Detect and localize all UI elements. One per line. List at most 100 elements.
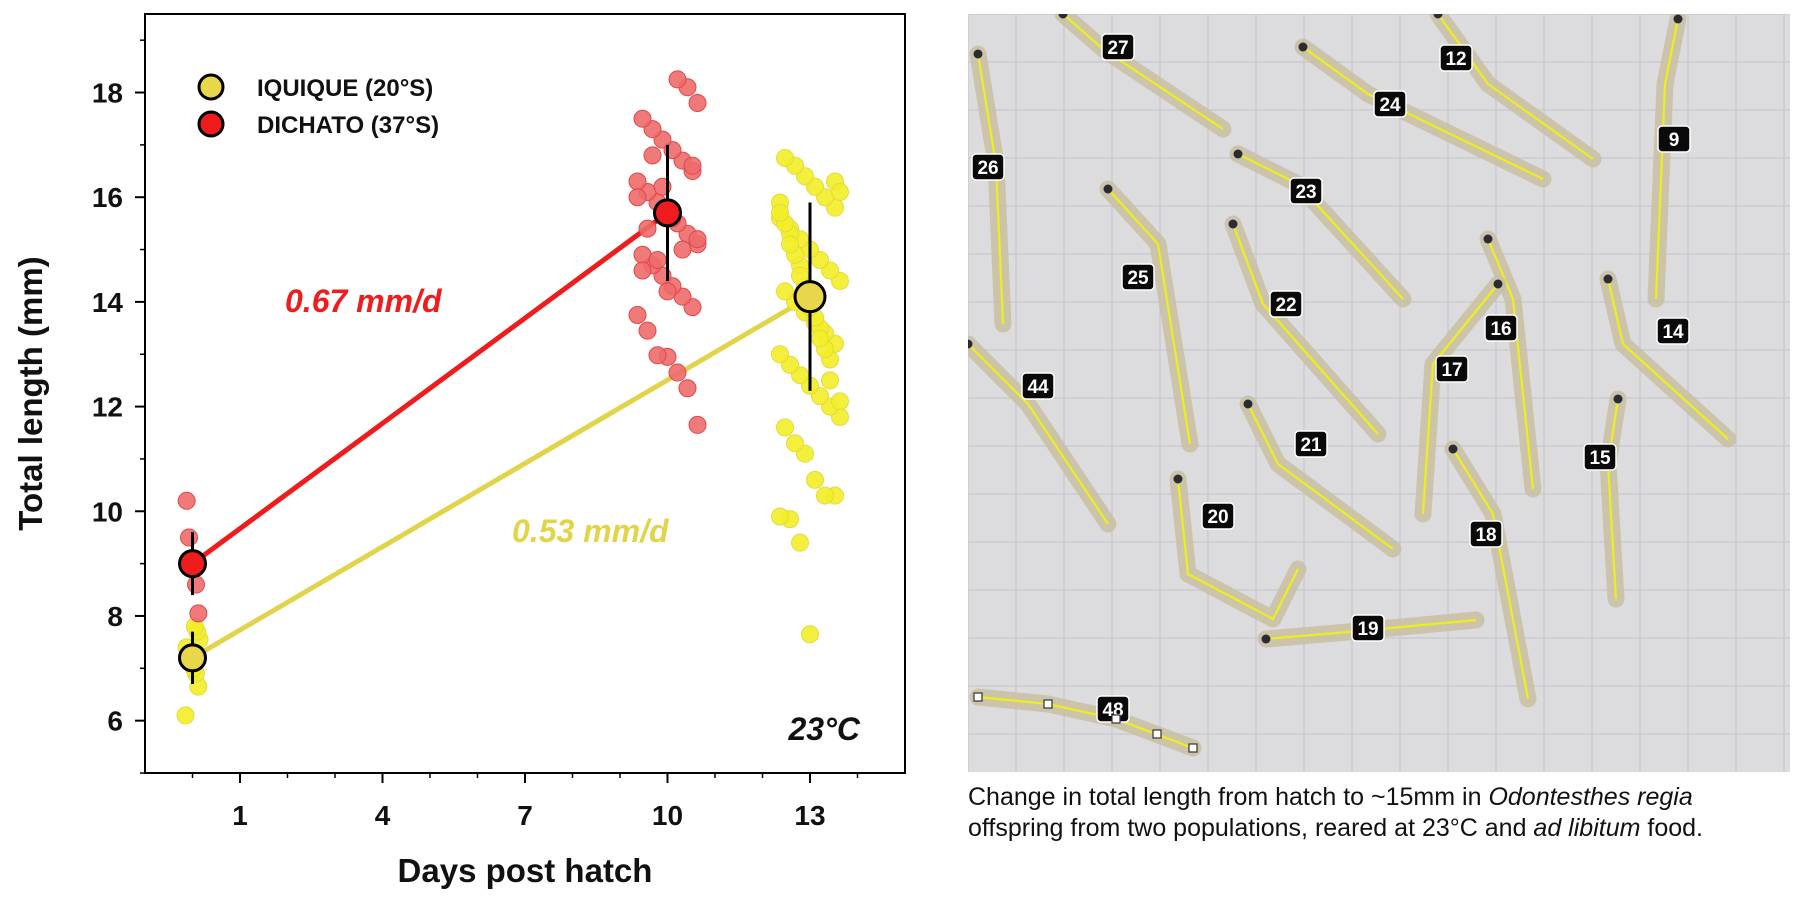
data-point [628, 172, 647, 191]
data-point [177, 491, 196, 510]
fish-label: 27 [1101, 33, 1135, 61]
measure-handle [1111, 714, 1121, 724]
data-point [688, 230, 707, 249]
trend-line-0 [191, 294, 812, 660]
measure-line [1452, 448, 1530, 700]
fish-body [968, 335, 1117, 533]
fish-label-box [1469, 520, 1503, 548]
fish-body [1169, 470, 1307, 628]
fish-body [1599, 270, 1737, 448]
fish-label: 12 [1439, 44, 1473, 72]
fish-label-box [1373, 90, 1407, 118]
measure-handle [1152, 729, 1162, 739]
fish-label: 23 [1289, 177, 1323, 205]
data-point [781, 235, 799, 254]
data-point [187, 575, 205, 594]
fish-label-box [1101, 33, 1135, 61]
data-point [189, 604, 208, 623]
measure-line [1654, 18, 1680, 300]
fish-label-box [1294, 430, 1328, 458]
data-point [683, 156, 702, 175]
rate-label-dichato: 0.67 mm/d [285, 283, 443, 319]
fish-label: 15 [1583, 443, 1617, 471]
measure-handle [973, 692, 983, 702]
data-point [658, 282, 677, 301]
fish-label-number: 26 [977, 158, 998, 179]
legend-label: DICHATO (37°S) [257, 112, 439, 139]
x-axis-title: Days post hatch [398, 852, 653, 889]
fish-label-box [1657, 125, 1691, 153]
data-point [811, 329, 829, 348]
fish-eye [1173, 474, 1183, 484]
measure-line [1265, 618, 1477, 641]
fish-label-number: 12 [1445, 49, 1466, 70]
data-point [668, 363, 687, 382]
y-axis-title: Total length (mm) [12, 256, 49, 530]
fish-label: 21 [1294, 430, 1328, 458]
fish-label: 16 [1484, 314, 1518, 342]
fish-eye [1483, 234, 1493, 244]
data-point [628, 305, 647, 324]
data-point [643, 146, 662, 165]
fish-eye [1433, 14, 1443, 19]
fish-label-number: 22 [1275, 295, 1296, 316]
data-point [771, 345, 789, 364]
caption-species: Odontesthes regia [1488, 783, 1693, 811]
fish-label-number: 18 [1475, 525, 1496, 546]
y-tick-label: 16 [92, 182, 123, 213]
data-point [638, 219, 657, 238]
data-point [776, 282, 794, 301]
data-point [771, 203, 789, 222]
figure-caption: Change in total length from hatch to ~15… [968, 782, 1790, 844]
y-tick-label: 8 [107, 601, 123, 632]
fish-label-box [1656, 317, 1690, 345]
fish-label-number: 25 [1127, 268, 1149, 289]
measure-line [1107, 188, 1192, 445]
fish-body [1229, 145, 1412, 308]
fish-label: 18 [1469, 520, 1503, 548]
fish-label-box [1269, 290, 1303, 318]
fish-label: 22 [1269, 290, 1303, 318]
fish-label-box [1583, 443, 1617, 471]
legend-marker [197, 73, 225, 101]
fish-body [1294, 38, 1552, 188]
x-tick-label: 7 [517, 800, 533, 831]
fish-eye [1673, 14, 1683, 24]
fish-body [1444, 440, 1537, 708]
fish-label: 25 [1121, 263, 1155, 291]
measure-line [1421, 283, 1499, 515]
measure-line [1606, 278, 1729, 440]
fish-body [1647, 14, 1687, 308]
fish-label: 14 [1656, 317, 1690, 345]
fish-body [969, 45, 1012, 333]
y-tick-label: 6 [107, 706, 123, 737]
x-tick-label: 4 [375, 800, 391, 831]
x-tick-label: 13 [794, 800, 825, 831]
measure-line [968, 343, 1109, 525]
fish-label: 24 [1373, 90, 1407, 118]
x-tick-label: 1 [232, 800, 248, 831]
data-point [821, 371, 839, 390]
caption-text-3: food. [1640, 814, 1703, 842]
fish-eye [1613, 394, 1623, 404]
fish-photo-panel: 27 12 24 9 26 23 25 22 16 14 17 44 21 15 20 18 19 48 [968, 14, 1790, 772]
measure-handle [1043, 699, 1053, 709]
fish-label-number: 44 [1027, 377, 1049, 398]
data-point [831, 392, 849, 411]
fish-label-number: 21 [1300, 435, 1322, 456]
measure-line [1247, 403, 1394, 550]
fish-eye [1493, 279, 1503, 289]
measure-line [1486, 238, 1535, 490]
fish-label: 44 [1021, 372, 1055, 400]
caption-text-1: Change in total length from hatch to ~15… [968, 783, 1489, 811]
y-tick-label: 12 [92, 392, 123, 423]
fish-label-box [1201, 502, 1235, 530]
legend-marker [197, 110, 225, 138]
data-point [816, 486, 834, 505]
fish-label-box [1484, 314, 1518, 342]
y-tick-label: 14 [92, 287, 124, 318]
fish-label-number: 15 [1589, 448, 1611, 469]
temperature-label: 23°C [788, 711, 861, 747]
measure-line [1176, 478, 1299, 621]
data-point [831, 182, 849, 201]
